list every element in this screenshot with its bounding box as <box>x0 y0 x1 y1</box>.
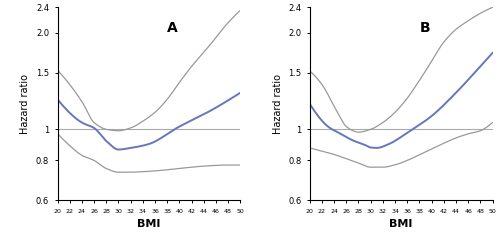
Y-axis label: Hazard ratio: Hazard ratio <box>272 74 282 134</box>
Text: B: B <box>420 21 430 35</box>
X-axis label: BMI: BMI <box>137 219 160 229</box>
Y-axis label: Hazard ratio: Hazard ratio <box>20 74 30 134</box>
Text: A: A <box>167 21 178 35</box>
X-axis label: BMI: BMI <box>390 219 413 229</box>
